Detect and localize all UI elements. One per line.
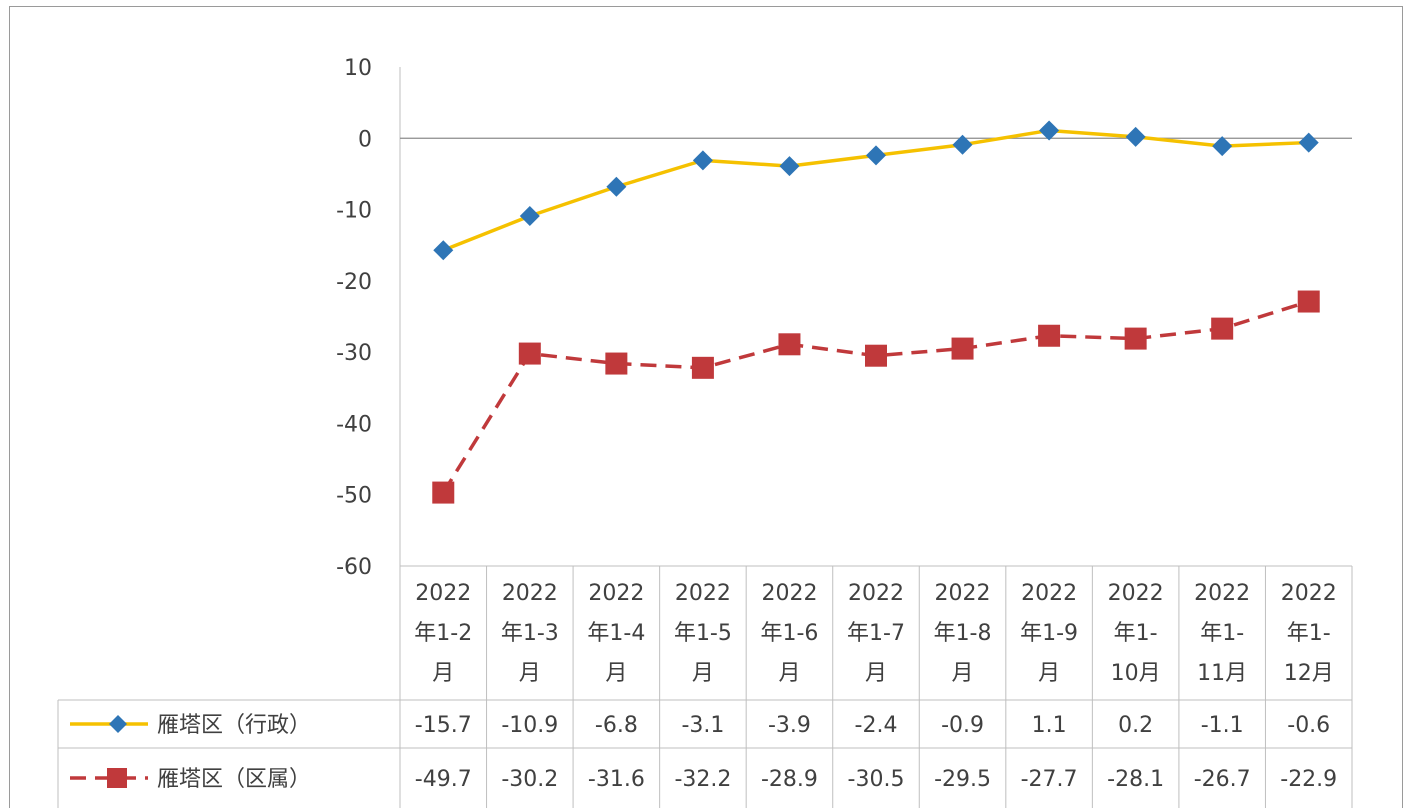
data-table-value: -1.1 bbox=[1201, 713, 1244, 738]
x-tick-label: 年1-6 bbox=[760, 621, 818, 646]
x-tick-label: 2022 bbox=[675, 581, 731, 606]
x-tick-label: 2022 bbox=[761, 581, 817, 606]
data-point bbox=[1297, 290, 1320, 313]
data-point bbox=[518, 342, 541, 365]
data-table-value: -32.2 bbox=[674, 767, 731, 792]
x-tick-label: 年1-9 bbox=[1020, 621, 1078, 646]
data-table-value: -27.7 bbox=[1021, 767, 1078, 792]
x-tick-label: 2022 bbox=[1108, 581, 1164, 606]
x-tick-label: 月 bbox=[692, 661, 714, 686]
data-point bbox=[1298, 132, 1319, 153]
x-tick-label: 10月 bbox=[1111, 661, 1161, 686]
x-tick-label: 年1- bbox=[1287, 621, 1331, 646]
data-point bbox=[1212, 136, 1233, 157]
x-tick-label: 月 bbox=[519, 661, 541, 686]
x-tick-label: 2022 bbox=[1281, 581, 1337, 606]
x-tick-label: 年1- bbox=[1200, 621, 1244, 646]
data-table-value: -6.8 bbox=[595, 713, 638, 738]
data-table-value: 0.2 bbox=[1118, 713, 1153, 738]
data-point bbox=[866, 145, 886, 166]
x-tick-label: 月 bbox=[605, 661, 627, 686]
data-point bbox=[692, 150, 713, 171]
data-point bbox=[1211, 317, 1234, 340]
x-tick-label: 月 bbox=[1038, 661, 1060, 686]
data-point bbox=[865, 344, 887, 367]
data-table-value: -22.9 bbox=[1280, 767, 1337, 792]
x-tick-label: 年1-3 bbox=[501, 621, 559, 646]
x-tick-label: 年1-8 bbox=[934, 621, 992, 646]
data-table-value: -15.7 bbox=[415, 713, 472, 738]
x-tick-label: 月 bbox=[865, 661, 887, 686]
data-point bbox=[1039, 120, 1060, 141]
data-point bbox=[779, 156, 800, 177]
x-tick-label: 2022 bbox=[415, 581, 471, 606]
x-tick-label: 年1-5 bbox=[674, 621, 732, 646]
data-point bbox=[433, 240, 454, 261]
series-line bbox=[441, 299, 1310, 494]
chart-frame bbox=[9, 6, 1403, 808]
data-point bbox=[1038, 324, 1061, 347]
data-point bbox=[691, 356, 714, 379]
data-table-value: -49.7 bbox=[415, 767, 472, 792]
x-tick-label: 月 bbox=[778, 661, 800, 686]
x-tick-label: 11月 bbox=[1197, 661, 1247, 686]
data-table-value: -29.5 bbox=[934, 767, 991, 792]
y-tick-label: -30 bbox=[336, 341, 372, 366]
data-point bbox=[432, 481, 455, 504]
legend-marker bbox=[107, 768, 127, 788]
data-table-value: -28.9 bbox=[761, 767, 818, 792]
data-point bbox=[1125, 126, 1146, 147]
data-point bbox=[1124, 327, 1147, 350]
data-point bbox=[952, 134, 973, 155]
x-tick-label: 12月 bbox=[1284, 661, 1334, 686]
y-tick-label: -40 bbox=[336, 412, 372, 437]
data-table-value: -10.9 bbox=[501, 713, 558, 738]
x-tick-label: 年1-2 bbox=[414, 621, 472, 646]
y-tick-label: -50 bbox=[336, 484, 372, 509]
data-table-value: -31.6 bbox=[588, 767, 645, 792]
x-tick-label: 2022 bbox=[1194, 581, 1250, 606]
x-tick-label: 年1- bbox=[1114, 621, 1158, 646]
x-tick-label: 年1-4 bbox=[587, 621, 645, 646]
data-point bbox=[519, 205, 540, 226]
data-point bbox=[606, 176, 627, 197]
x-tick-label: 2022 bbox=[502, 581, 558, 606]
x-tick-label: 2022 bbox=[588, 581, 644, 606]
y-tick-label: -10 bbox=[336, 199, 372, 224]
y-tick-label: 0 bbox=[358, 127, 372, 152]
legend-label: 雁塔区（行政） bbox=[157, 713, 311, 738]
x-tick-label: 2022 bbox=[848, 581, 904, 606]
data-point bbox=[778, 333, 801, 356]
data-table-value: -2.4 bbox=[855, 713, 898, 738]
y-tick-label: 10 bbox=[344, 56, 372, 81]
legend-label: 雁塔区（区属） bbox=[157, 767, 311, 792]
y-tick-label: -20 bbox=[336, 270, 372, 295]
data-table-value: -26.7 bbox=[1194, 767, 1251, 792]
y-tick-label: -60 bbox=[336, 555, 372, 580]
x-tick-label: 2022 bbox=[935, 581, 991, 606]
x-tick-label: 年1-7 bbox=[847, 621, 905, 646]
data-table-value: -3.1 bbox=[681, 713, 724, 738]
data-table-value: 1.1 bbox=[1032, 713, 1067, 738]
x-tick-label: 月 bbox=[432, 661, 454, 686]
data-table-value: -30.2 bbox=[501, 767, 558, 792]
data-table-value: -3.9 bbox=[768, 713, 811, 738]
data-table-value: -30.5 bbox=[848, 767, 905, 792]
legend-marker bbox=[109, 715, 127, 733]
data-table-value: -28.1 bbox=[1107, 767, 1164, 792]
x-tick-label: 2022 bbox=[1021, 581, 1077, 606]
data-point bbox=[951, 337, 974, 360]
data-point bbox=[605, 352, 628, 375]
x-tick-label: 月 bbox=[952, 661, 974, 686]
data-table-value: -0.6 bbox=[1287, 713, 1330, 738]
data-table-value: -0.9 bbox=[941, 713, 984, 738]
